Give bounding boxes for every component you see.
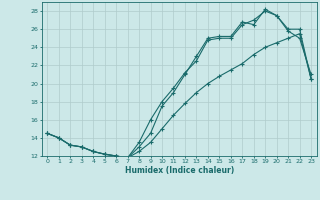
X-axis label: Humidex (Indice chaleur): Humidex (Indice chaleur)	[124, 166, 234, 175]
